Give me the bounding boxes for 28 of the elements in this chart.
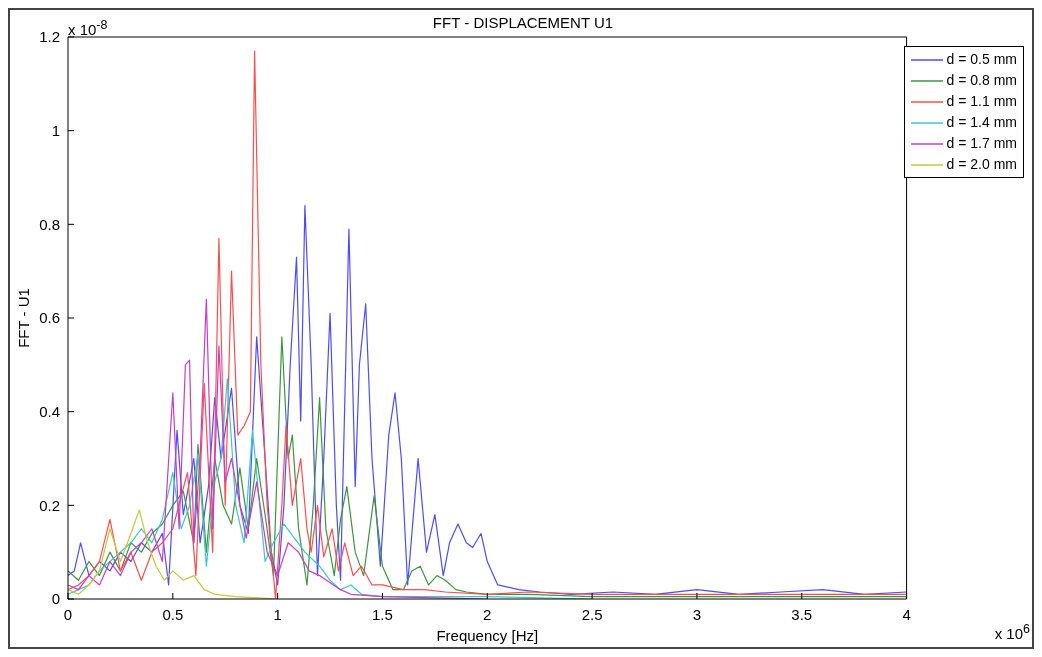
x-tick-label: 3.5 bbox=[791, 605, 813, 623]
y-tick-label: 0 bbox=[51, 590, 60, 608]
legend-label: d = 1.7 mm bbox=[946, 134, 1017, 153]
legend-label: d = 1.4 mm bbox=[946, 113, 1017, 132]
legend-label: d = 1.1 mm bbox=[946, 92, 1017, 111]
y-tick-label: 0.8 bbox=[39, 215, 60, 233]
y-tick-label: 0.2 bbox=[39, 496, 60, 514]
legend-label: d = 0.5 mm bbox=[946, 50, 1017, 69]
x-axis-title: Frequency [Hz] bbox=[436, 627, 539, 644]
annotation: x 10$^{-8}$ bbox=[68, 18, 108, 38]
y-tick-label: 1.2 bbox=[39, 28, 60, 46]
x-tick-label: 2.5 bbox=[581, 605, 603, 623]
legend-label: d = 0.8 mm bbox=[946, 71, 1017, 90]
y-tick-label: 1 bbox=[51, 121, 60, 139]
y-axis-title: FFT - U1 bbox=[15, 288, 33, 348]
legend-label: d = 2.0 mm bbox=[946, 155, 1017, 174]
y-tick-label: 0.4 bbox=[39, 402, 60, 420]
x-tick-label: 0 bbox=[63, 605, 73, 623]
x-tick-label: 3 bbox=[692, 605, 702, 623]
line-series bbox=[68, 205, 907, 595]
chart-title: FFT - DISPLACEMENT U1 bbox=[432, 14, 614, 31]
x-tick-label: 0.5 bbox=[162, 605, 184, 623]
x-tick-label: 1 bbox=[273, 605, 282, 623]
y-tick-label: 0.6 bbox=[39, 309, 60, 327]
x-tick-label: 4 bbox=[902, 605, 911, 623]
x-tick-label: 2 bbox=[483, 605, 492, 623]
x-tick-label: 1.5 bbox=[372, 605, 393, 623]
text: x 10$^{6}$ bbox=[994, 622, 1030, 642]
